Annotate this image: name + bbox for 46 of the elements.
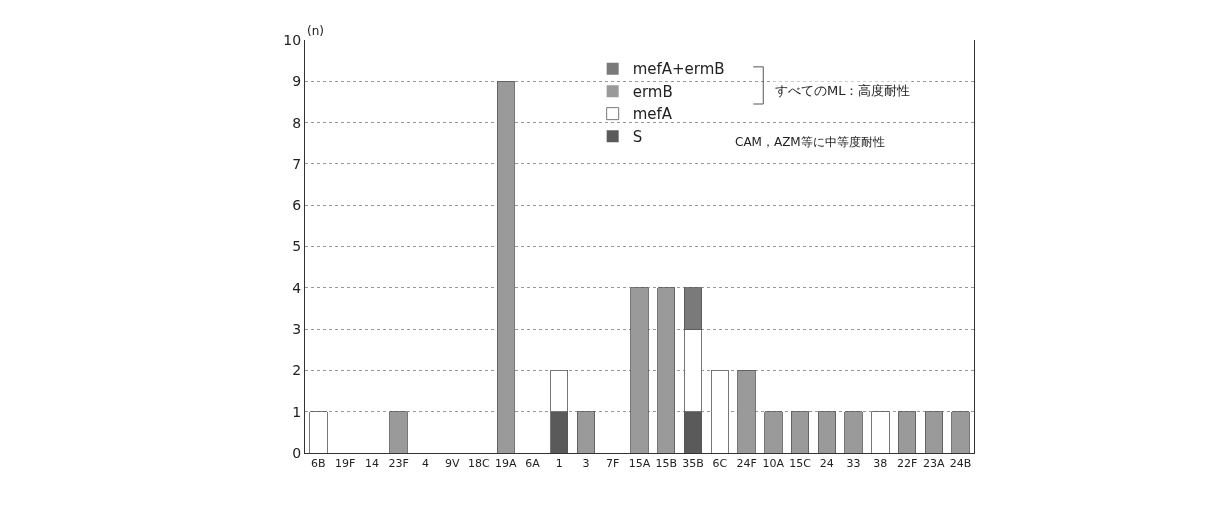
y-tick-label: 0 <box>292 444 302 461</box>
x-tick-label: 6A <box>525 457 541 471</box>
annotation: すべてのML：高度耐性 <box>775 83 911 98</box>
x-tick-label: 38 <box>873 457 888 471</box>
legend-label: mefA <box>632 105 673 124</box>
y-tick-label: 9 <box>292 73 302 90</box>
y-tick-label: 10 <box>283 31 302 48</box>
bar <box>710 370 729 453</box>
x-tick-label: 4 <box>421 457 429 471</box>
legend-label: mefA+ermB <box>632 60 725 79</box>
x-tick-label: 6C <box>712 457 728 471</box>
legend-label: S <box>632 127 643 146</box>
x-tick-label: 18C <box>468 457 491 471</box>
x-tick-label: 22F <box>896 457 918 471</box>
y-tick-label: 8 <box>292 114 302 131</box>
x-tick-label: 24B <box>949 457 972 471</box>
x-tick-label: 19F <box>334 457 356 471</box>
x-tick-label: 33 <box>846 457 861 471</box>
x-tick-label: 6B <box>311 457 326 471</box>
y-tick-label: 5 <box>292 238 302 255</box>
y-tick-label: 7 <box>292 155 302 172</box>
x-tick-label: 15A <box>628 457 651 471</box>
bar <box>871 411 890 453</box>
bar <box>309 411 328 453</box>
y-tick-label: 1 <box>292 403 302 420</box>
x-tick-label: 23F <box>388 457 409 471</box>
x-tick-label: 24 <box>819 457 834 471</box>
y-axis-title: (n) <box>307 24 324 38</box>
x-tick-label: 1 <box>555 457 563 471</box>
x-tick-label: 24F <box>736 457 757 471</box>
y-tick-label: 3 <box>292 321 302 337</box>
x-tick-label: 35B <box>682 457 704 471</box>
y-tick-label: 2 <box>292 362 302 379</box>
x-tick-label: 3 <box>582 457 590 471</box>
legend-label: ermB <box>632 82 673 101</box>
x-tick-label: 15C <box>789 457 812 471</box>
y-tick-label: 4 <box>292 279 302 296</box>
x-tick-label: 19A <box>494 457 517 471</box>
x-tick-label: 9V <box>444 457 460 471</box>
x-tick-label: 15B <box>655 457 678 471</box>
x-tick-label: 7F <box>606 457 620 471</box>
x-tick-label: 14 <box>364 457 379 471</box>
annotation: CAM，AZM等に中等度耐性 <box>735 135 885 149</box>
x-tick-label: 10A <box>762 457 785 471</box>
x-tick-label: 23A <box>923 457 946 471</box>
y-tick-label: 6 <box>292 197 302 214</box>
